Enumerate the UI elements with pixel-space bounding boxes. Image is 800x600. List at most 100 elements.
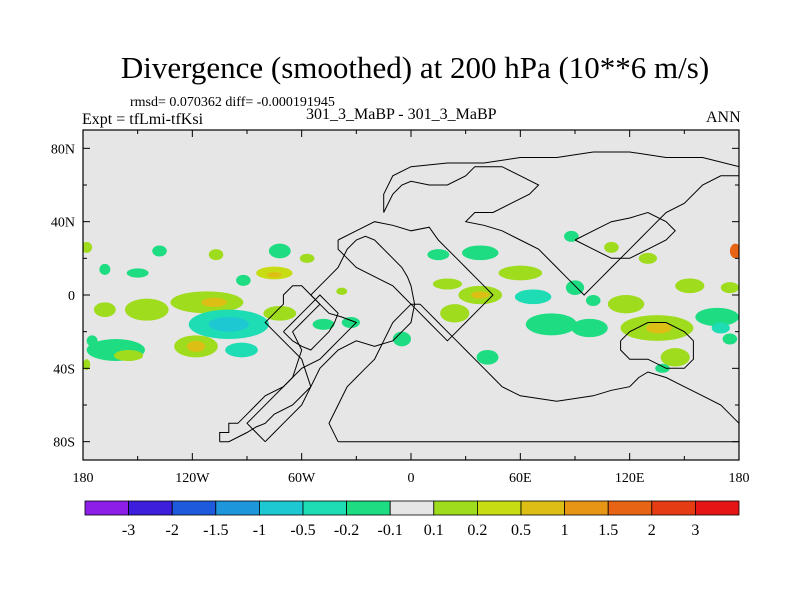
colorbar-swatch (302, 500, 347, 516)
anomaly-patch (99, 263, 111, 275)
anomaly-patch (299, 253, 315, 263)
colorbar: -3 -2 -1.5 -1 -0.5 -0.2 -0.1 0.1 0.2 0.5 1 1.5 2 3 (84, 500, 740, 539)
colorbar-swatch (433, 500, 478, 516)
anomaly-patch (225, 342, 258, 358)
colorbar-label: 2 (648, 522, 656, 539)
anomaly-patch (571, 318, 608, 338)
anomaly-patch (660, 348, 690, 367)
anomaly-patch (113, 350, 144, 361)
stats-label: rmsd= 0.070362 diff= -0.000191945 (130, 95, 335, 110)
anomaly-patch (440, 304, 470, 323)
y-tick-label: 80N (51, 142, 75, 157)
anomaly-patch (432, 278, 463, 290)
colorbar-swatch (84, 500, 129, 516)
anomaly-layer (83, 230, 739, 373)
anomaly-patch (607, 295, 645, 314)
anomaly-patch (268, 243, 291, 259)
colorbar-swatch (476, 500, 522, 516)
anomaly-patch (498, 265, 543, 281)
anomaly-patch (564, 230, 579, 242)
colorbar-label: -0.2 (334, 522, 359, 539)
colorbar-label: -1 (253, 522, 266, 539)
anomaly-patch (236, 274, 251, 286)
anomaly-patch (124, 298, 169, 321)
anomaly-patch (126, 268, 149, 278)
colorbar-swatch (695, 500, 740, 516)
colorbar-label: -0.1 (378, 522, 403, 539)
anomaly-patch (695, 307, 739, 327)
coastline (574, 211, 676, 259)
x-tick-label: 60E (509, 471, 532, 486)
case-label: 301_3_MaBP - 301_3_MaBP (306, 106, 497, 123)
colorbar-swatch (651, 500, 696, 516)
colorbar-label: -2 (166, 522, 179, 539)
anomaly-patch (720, 282, 739, 294)
colorbar-label: 1 (561, 522, 569, 539)
anomaly-patch (565, 280, 585, 295)
anomaly-patch (655, 363, 670, 373)
experiment-label: Expt = tfLmi-tfKsi (82, 111, 204, 128)
anomaly-patch (208, 249, 224, 261)
coastline (246, 235, 416, 443)
anomaly-patch (336, 287, 348, 296)
colorbar-swatch (346, 500, 391, 516)
colorbar-label: -1.5 (203, 522, 228, 539)
colorbar-swatch (389, 500, 435, 516)
anomaly-patch (462, 245, 499, 261)
chart-title: Divergence (smoothed) at 200 hPa (10**6 … (120, 50, 710, 85)
y-tick-label: 40S (53, 362, 75, 377)
x-tick-label: 180 (73, 471, 94, 486)
anomaly-patch (341, 317, 360, 328)
colorbar-label: 3 (691, 522, 699, 539)
anomaly-patch (93, 302, 116, 317)
y-tick-label: 40N (51, 216, 75, 231)
coastline (328, 303, 739, 443)
coastline (383, 151, 739, 296)
colorbar-swatch (171, 500, 217, 516)
colorbar-swatch (607, 500, 653, 516)
coastline (283, 294, 339, 351)
anomaly-patch (392, 331, 411, 347)
y-tick-label: 0 (68, 289, 75, 304)
anomaly-patch (263, 306, 297, 321)
colorbar-swatch (215, 500, 260, 516)
anomaly-patch (208, 317, 249, 332)
anomaly-patch (675, 278, 705, 294)
anomaly-patch (186, 340, 206, 352)
anomaly-patch (638, 252, 658, 264)
anomaly-patch (646, 322, 672, 334)
anomaly-patch (722, 333, 738, 345)
anomaly-patch (267, 272, 282, 278)
coastline (620, 322, 694, 369)
x-tick-label: 60W (288, 471, 316, 486)
tick-layer: 180 120W 60W 0 60E 120E 180 80N 40N 0 40S 80S (51, 130, 750, 486)
anomaly-patch (83, 359, 91, 371)
season-label: ANN (706, 109, 741, 126)
x-tick-label: 180 (729, 471, 750, 486)
colorbar-label: 0.2 (467, 522, 487, 539)
anomaly-patch (729, 243, 739, 259)
anomaly-patch (604, 241, 619, 253)
x-tick-label: 120W (175, 471, 210, 486)
colorbar-swatch (564, 500, 609, 516)
y-tick-label: 80S (53, 436, 75, 451)
anomaly-patch (585, 295, 601, 306)
colorbar-label: 0.5 (511, 522, 531, 539)
coastline (337, 221, 494, 342)
coastline-layer (219, 151, 739, 443)
anomaly-patch (711, 322, 730, 334)
colorbar-swatch (258, 500, 304, 516)
anomaly-patch (476, 350, 499, 365)
anomaly-patch (83, 241, 93, 253)
anomaly-patch (312, 318, 335, 330)
anomaly-patch (201, 297, 227, 307)
anomaly-patch (471, 291, 490, 299)
colorbar-swatch (128, 500, 173, 516)
colorbar-label: -0.5 (290, 522, 315, 539)
anomaly-patch (525, 313, 577, 336)
anomaly-patch (514, 289, 552, 305)
colorbar-swatch (520, 500, 565, 516)
x-tick-label: 120E (615, 471, 645, 486)
anomaly-patch (427, 249, 450, 261)
